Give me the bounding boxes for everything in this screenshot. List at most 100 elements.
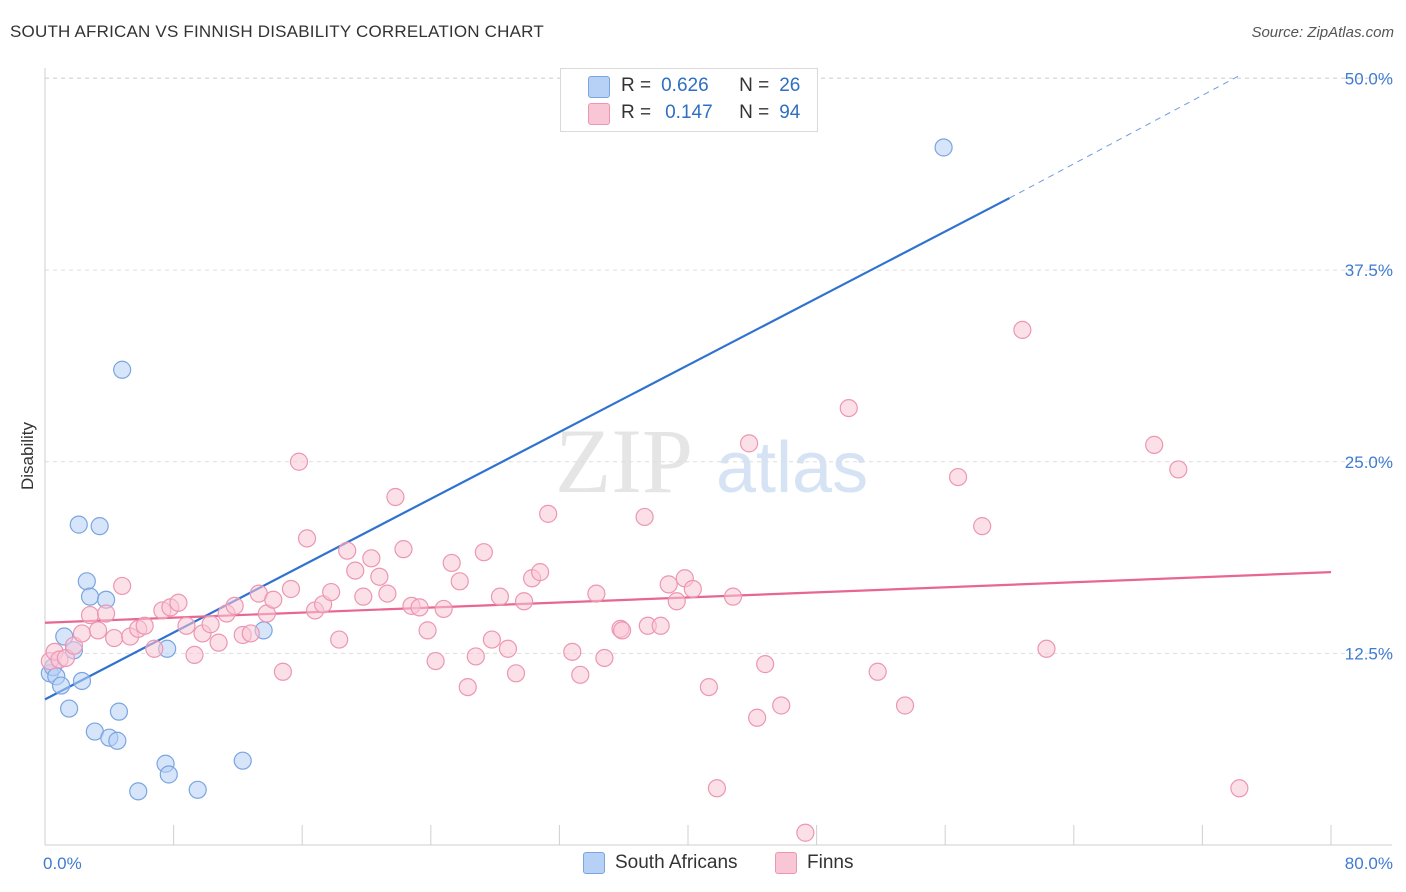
point-finns: [225, 596, 244, 615]
bottom-legend-south-africans: South Africans: [583, 852, 738, 874]
point-finns: [683, 579, 702, 599]
point-south-africans: [113, 360, 132, 379]
point-south-africans: [80, 587, 100, 606]
point-south-africans: [188, 780, 207, 799]
point-finns: [410, 598, 429, 617]
legend-n-value-south-africans: 26: [779, 75, 801, 96]
point-finns: [667, 592, 686, 611]
point-finns: [659, 575, 678, 594]
point-finns: [201, 615, 220, 634]
point-finns: [185, 645, 204, 665]
point-finns: [145, 639, 164, 658]
point-finns: [362, 549, 381, 568]
point-finns: [241, 624, 260, 643]
point-finns: [264, 590, 283, 609]
point-south-africans: [69, 515, 88, 534]
point-south-africans: [934, 138, 953, 157]
point-finns: [346, 561, 365, 580]
watermark: ZIP atlas: [555, 410, 868, 512]
point-finns: [651, 616, 670, 635]
point-finns: [209, 633, 228, 652]
point-south-africans: [51, 676, 71, 695]
point-finns: [105, 628, 124, 648]
point-finns: [563, 642, 582, 661]
watermark-atlas: atlas: [716, 428, 868, 508]
point-south-africans: [109, 702, 129, 721]
point-finns: [895, 696, 915, 715]
y-tick-label: 12.5%: [1345, 644, 1393, 663]
point-finns: [973, 517, 992, 536]
point-finns: [88, 621, 108, 640]
legend-n-label: N =: [739, 75, 770, 96]
point-finns: [458, 678, 477, 697]
bottom-legend-label-finns: Finns: [807, 852, 854, 873]
point-finns: [281, 579, 301, 599]
point-finns: [839, 398, 858, 418]
legend-n-value-finns: 94: [779, 102, 801, 123]
point-finns: [748, 708, 767, 727]
point-finns: [418, 621, 437, 640]
watermark-zip: ZIP: [555, 410, 693, 512]
point-south-africans: [129, 782, 148, 801]
point-finns: [490, 587, 510, 606]
point-finns: [466, 647, 485, 666]
legend-swatch-finns: [588, 103, 610, 125]
bottom-swatch-south-africans: [583, 852, 605, 874]
y-axis-label: Disability: [18, 421, 37, 490]
point-finns: [273, 662, 293, 681]
point-finns: [330, 630, 349, 649]
chart-title: SOUTH AFRICAN VS FINNISH DISABILITY CORR…: [10, 22, 544, 41]
x-tick-label: 0.0%: [43, 854, 82, 873]
point-finns: [635, 507, 654, 527]
legend-n-label: N =: [739, 102, 770, 123]
point-finns: [1169, 460, 1188, 479]
bottom-legend-finns: Finns: [775, 852, 853, 874]
point-finns: [539, 504, 558, 523]
point-finns: [322, 582, 341, 602]
point-finns: [135, 616, 154, 635]
point-finns: [571, 665, 590, 684]
y-tick-label: 37.5%: [1345, 261, 1393, 280]
point-finns: [370, 567, 389, 586]
point-south-africans: [108, 731, 127, 750]
point-finns: [1013, 320, 1032, 340]
point-finns: [297, 529, 317, 548]
point-finns: [948, 467, 968, 487]
legend-row-south-africans: R = 0.626 N = 26: [621, 74, 800, 98]
point-finns: [80, 605, 100, 625]
point-finns: [723, 587, 743, 606]
point-finns: [1230, 779, 1249, 798]
point-south-africans: [77, 572, 96, 591]
y-tick-label: 25.0%: [1345, 453, 1393, 472]
point-finns: [450, 572, 469, 591]
point-finns: [169, 593, 188, 612]
point-finns: [474, 543, 493, 562]
point-finns: [177, 616, 196, 635]
bottom-swatch-finns: [775, 852, 797, 874]
legend-r-label: R =: [621, 75, 652, 96]
point-finns: [482, 630, 501, 649]
point-finns: [354, 587, 373, 606]
point-finns: [498, 639, 518, 658]
point-south-africans: [72, 671, 92, 691]
point-south-africans: [233, 751, 252, 770]
point-finns: [739, 434, 759, 453]
point-finns: [72, 624, 92, 643]
bottom-legend-label-south-africans: South Africans: [615, 852, 738, 873]
point-finns: [514, 592, 534, 611]
point-finns: [796, 823, 815, 842]
legend-row-finns: R = 0.147 N = 94: [621, 101, 800, 125]
point-finns: [338, 541, 357, 560]
point-finns: [531, 563, 550, 582]
point-finns: [426, 651, 445, 671]
point-finns: [378, 584, 397, 603]
point-finns: [1037, 639, 1056, 658]
trendline-extension-south-africans: [1009, 73, 1243, 199]
point-finns: [442, 553, 461, 573]
legend-swatch-south-africans: [588, 76, 610, 98]
point-south-africans: [60, 699, 79, 718]
y-tick-label: 50.0%: [1345, 70, 1393, 89]
point-finns: [595, 648, 614, 668]
point-finns: [113, 576, 132, 596]
